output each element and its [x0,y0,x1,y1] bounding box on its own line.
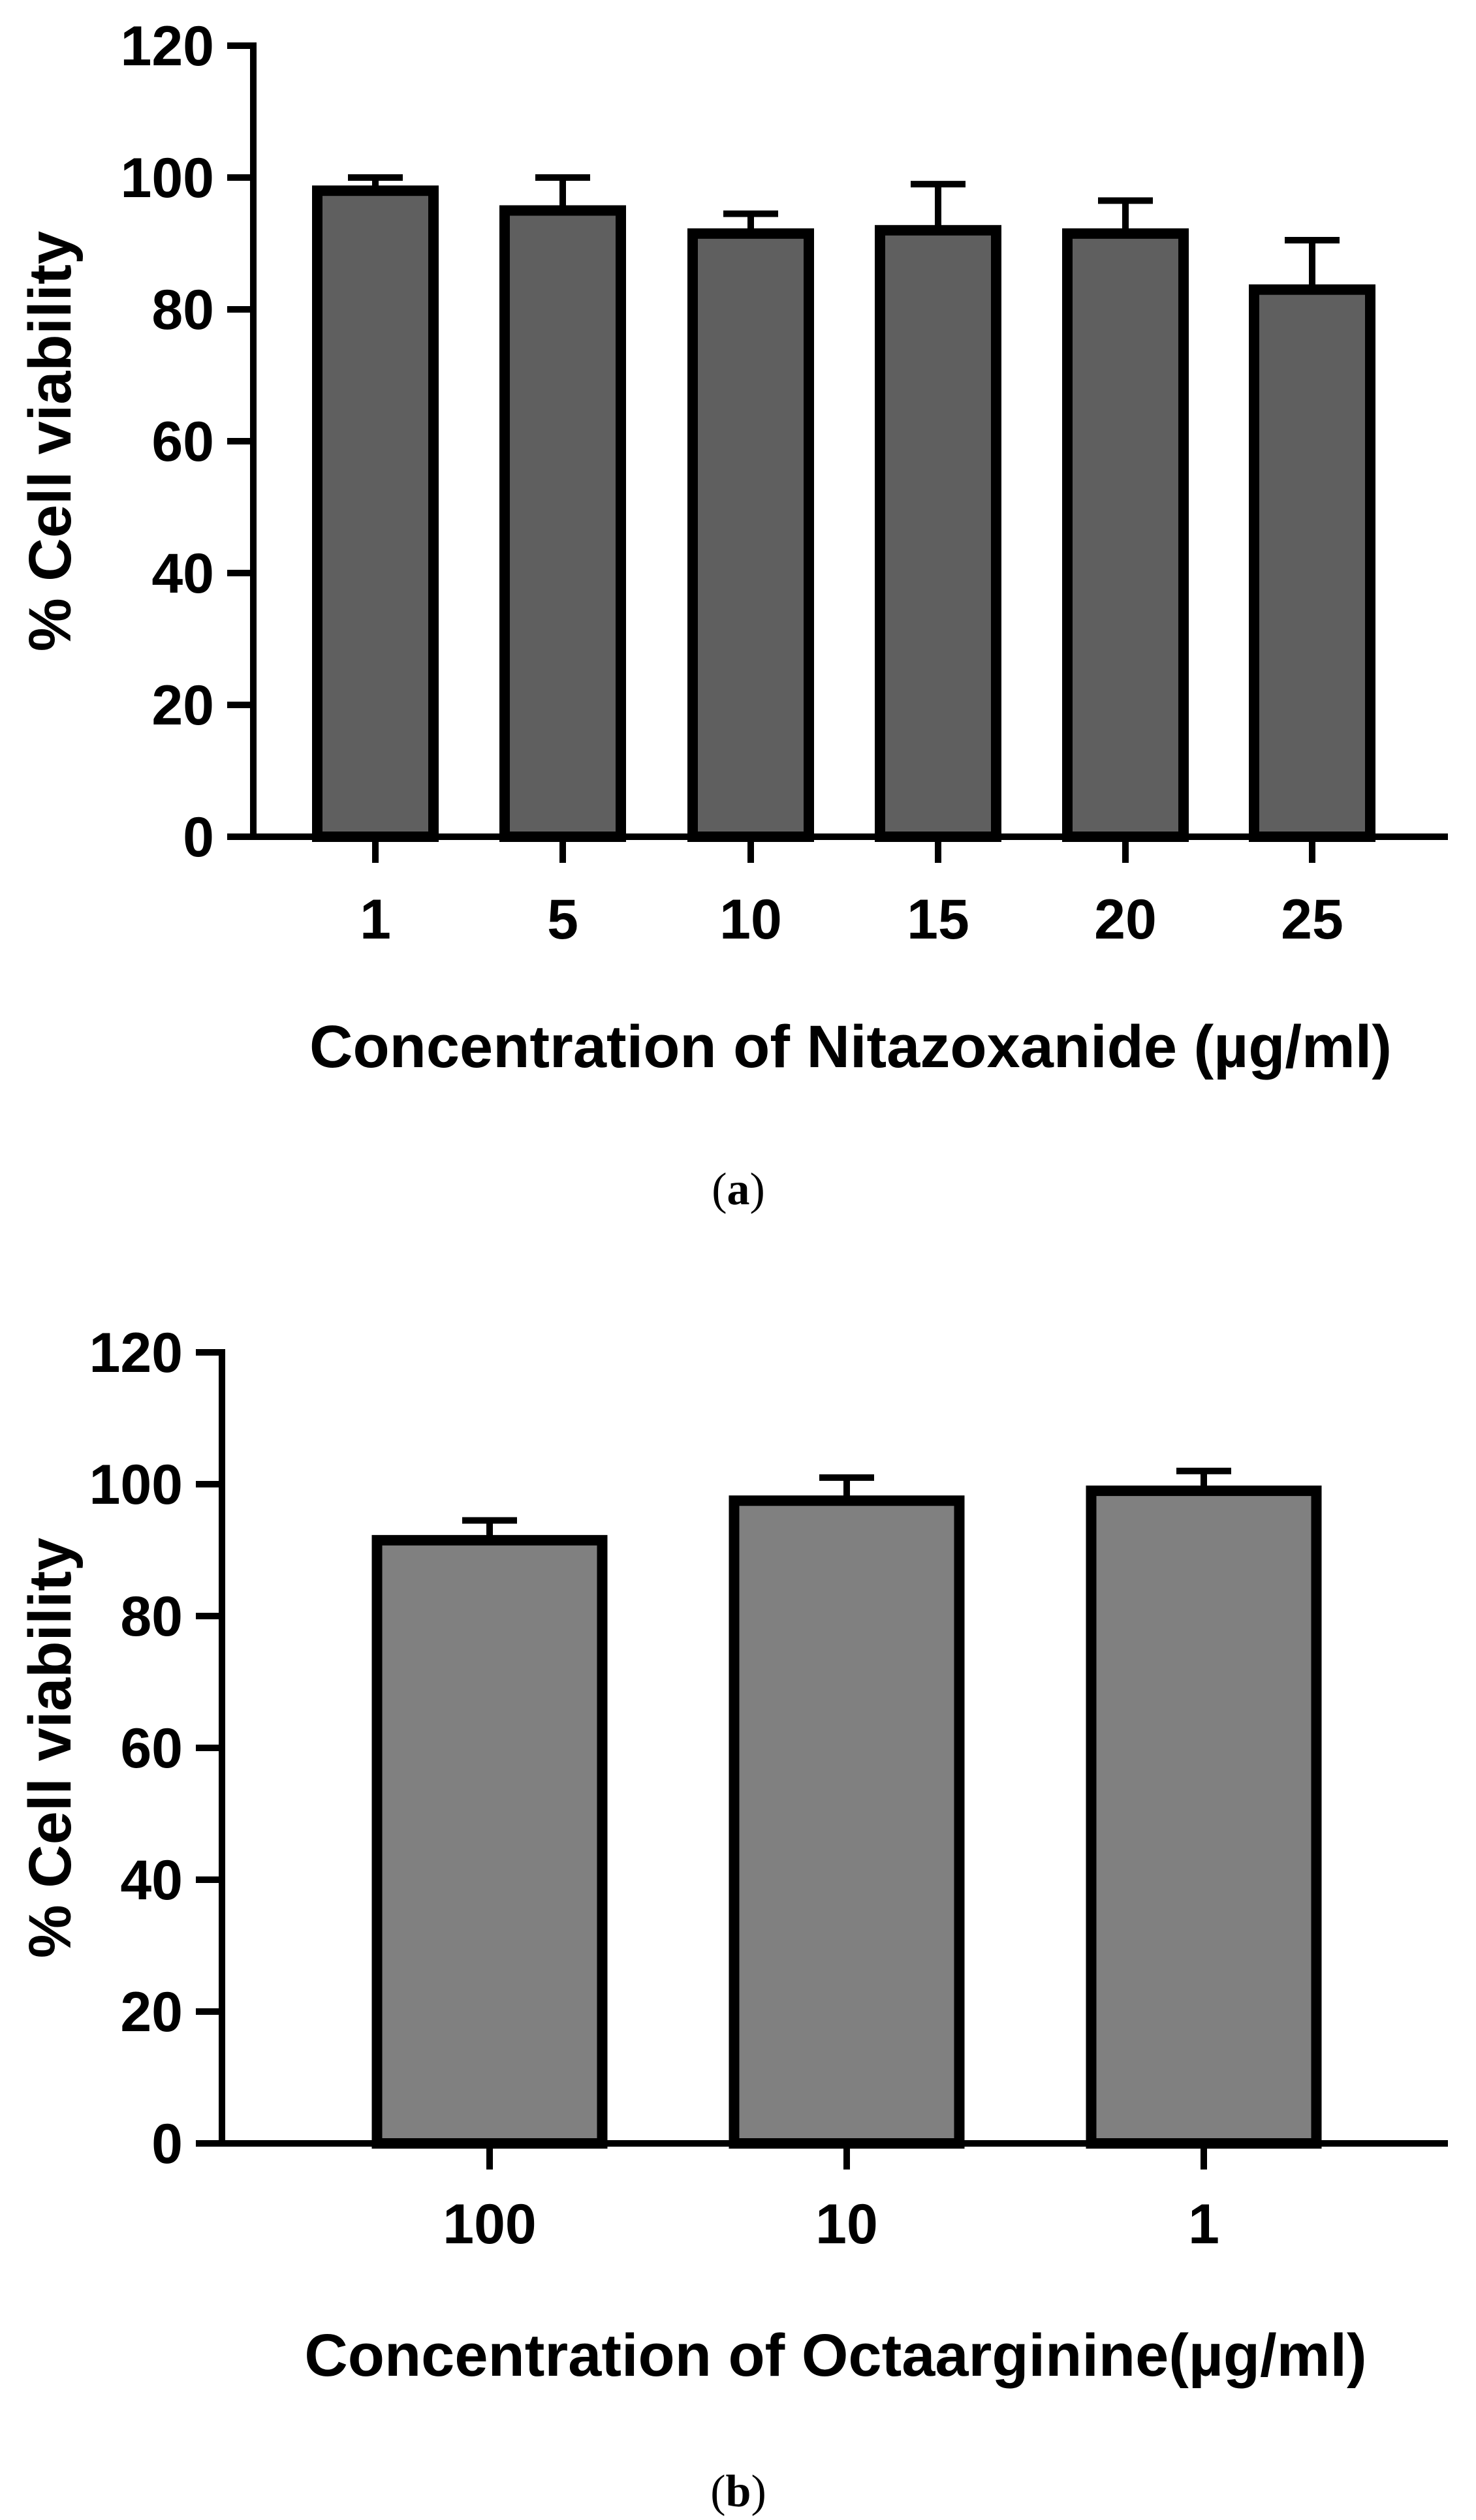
chart-a-bar-5 [499,205,626,842]
chart-b-ytick-label-40: 40 [120,1849,183,1912]
panel-label-b-letter: b [726,2466,751,2517]
panel-label-a: (a) [712,1164,765,1215]
chart-b-y-axis-title: % Cell viability [17,1538,84,1958]
chart-b-bar-1 [1086,1486,1322,2149]
chart-b-ytick-label-80: 80 [120,1585,183,1648]
chart-a-xtick-label-1: 1 [360,888,391,951]
chart-a-xtick-label-25: 25 [1281,888,1343,951]
chart-a-xtick-label-20: 20 [1094,888,1157,951]
chart-a-bar-20 [1062,228,1189,843]
chart-b-bar-100 [371,1534,608,2149]
chart-a-xtick-label-5: 5 [547,888,578,951]
chart-a-bar-10 [687,228,814,843]
chart-panel-b: 0 20 40 60 80 100 120 100 10 1 Concentration of Oc… [17,1322,1448,2389]
chart-a-bar-25 [1249,284,1375,842]
chart-a-y-axis-title: % Cell viability [17,231,84,651]
chart-b-ytick-label-0: 0 [151,2113,183,2175]
chart-a-ytick-label-80: 80 [151,279,214,341]
chart-a-ytick-label-40: 40 [151,542,214,605]
chart-b-x-axis-title: Concentration of Octaarginine(µg/ml) [304,2322,1366,2389]
panel-label-b: (b) [710,2466,766,2517]
chart-b-ytick-label-120: 120 [89,1322,183,1384]
chart-a-ytick-label-100: 100 [121,147,215,210]
chart-b-ytick-label-100: 100 [89,1454,183,1516]
chart-a-bar-1 [312,185,439,842]
chart-a-ytick-label-0: 0 [183,806,214,869]
chart-a-ytick-label-20: 20 [151,674,214,737]
chart-b-bar-10 [729,1495,965,2149]
panel-label-a-letter: a [727,1164,750,1215]
chart-a-x-axis-title: Concentration of Nitazoxanide (µg/ml) [309,1014,1392,1080]
chart-a-bar-15 [875,225,1001,842]
chart-b-xtick-label-10: 10 [815,2193,878,2256]
chart-a-ytick-label-60: 60 [151,411,214,473]
chart-b-ytick-label-20: 20 [120,1981,183,2044]
chart-b-xtick-label-100: 100 [443,2193,537,2256]
chart-b-xtick-label-1: 1 [1188,2193,1219,2256]
chart-a-ytick-label-120: 120 [121,15,215,78]
chart-a-xtick-label-15: 15 [907,888,969,951]
chart-a-xtick-label-10: 10 [719,888,782,951]
chart-b-ytick-label-60: 60 [120,1717,183,1780]
